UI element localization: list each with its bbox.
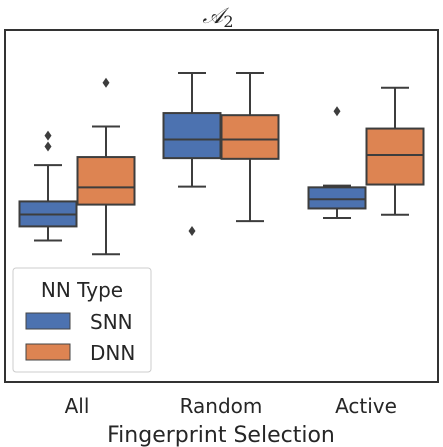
x-tick-label-active: Active xyxy=(335,394,397,418)
outlier-point xyxy=(102,77,110,88)
legend-label-snn: SNN xyxy=(90,310,133,334)
x-tick-label-random: Random xyxy=(180,394,263,418)
iqr-box xyxy=(76,156,136,206)
box-snn-all xyxy=(18,130,78,242)
legend-label-dnn: DNN xyxy=(90,341,135,365)
outlier-point xyxy=(44,130,52,141)
box-dnn-random xyxy=(220,71,280,223)
iqr-box xyxy=(162,112,222,160)
legend-swatch-dnn xyxy=(25,343,71,361)
legend-title: NN Type xyxy=(41,278,123,302)
outlier-point xyxy=(188,225,196,236)
outlier-point xyxy=(44,141,52,152)
outlier-point xyxy=(333,106,341,117)
box-dnn-active xyxy=(365,86,425,216)
iqr-box xyxy=(365,127,425,186)
legend: NN Type SNN DNN xyxy=(12,267,152,373)
iqr-box xyxy=(307,186,367,210)
legend-swatch-snn xyxy=(25,312,71,330)
x-tick-labels: All Random Active xyxy=(65,394,397,418)
iqr-box xyxy=(220,114,280,160)
x-axis-label: Fingerprint Selection xyxy=(107,423,335,447)
box-dnn-all xyxy=(76,77,136,256)
box-snn-active xyxy=(307,106,367,219)
plot-area xyxy=(18,71,425,256)
axes-frame xyxy=(4,29,439,383)
x-tick-label-all: All xyxy=(65,394,90,418)
chart-title-subscript: 2 xyxy=(223,12,233,31)
